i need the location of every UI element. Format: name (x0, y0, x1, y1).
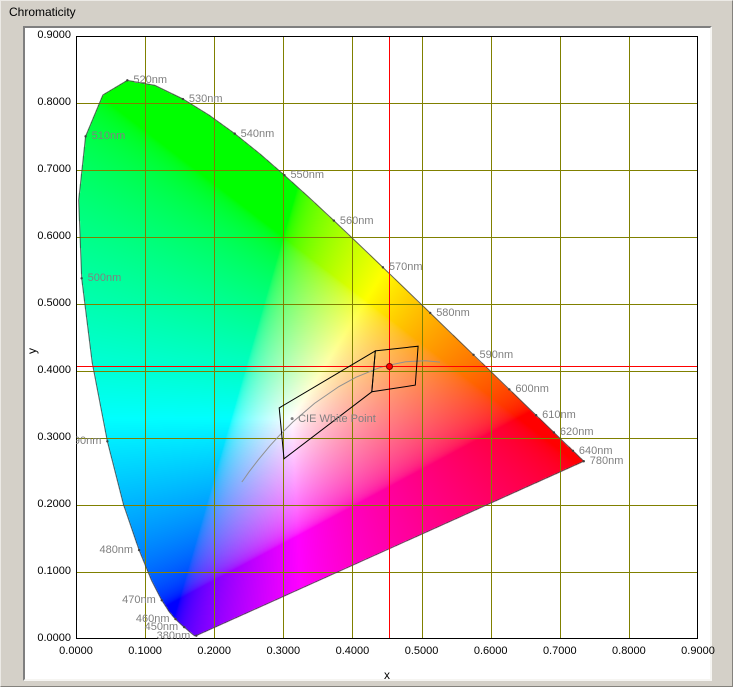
x-tick-label: 0.6000 (467, 645, 515, 658)
wavelength-tick-dot (382, 266, 384, 268)
white-point-marker (291, 417, 294, 420)
wavelength-tick-dot (508, 388, 510, 390)
wavelength-tick-dot (138, 549, 140, 551)
wavelength-tick-dot (472, 354, 474, 356)
planckian-locus-curve (242, 361, 440, 482)
chromaticity-bin (279, 351, 375, 459)
y-tick-label: 0.4000 (27, 364, 71, 377)
spectral-locus-outline (79, 80, 584, 635)
y-tick-label: 0.3000 (27, 431, 71, 444)
wavelength-tick-dot (80, 277, 82, 279)
y-tick-label: 0.1000 (27, 565, 71, 578)
chromaticity-window: Chromaticity y x 380nm450nm460nm470nm480… (0, 0, 733, 687)
window-title: Chromaticity (9, 5, 76, 19)
x-tick-label: 0.5000 (398, 645, 446, 658)
x-tick-label: 0.7000 (536, 645, 584, 658)
x-tick-label: 0.8000 (605, 645, 653, 658)
wavelength-tick-dot (283, 174, 285, 176)
wavelength-tick-dot (233, 132, 235, 134)
wavelength-tick-dot (535, 414, 537, 416)
y-tick-label: 0.7000 (27, 163, 71, 176)
wavelength-tick-dot (183, 626, 185, 628)
wavelength-tick-dot (182, 98, 184, 100)
y-tick-label: 0.0000 (27, 632, 71, 645)
wavelength-tick-dot (84, 135, 86, 137)
wavelength-tick-dot (429, 312, 431, 314)
measurement-point-marker (387, 364, 393, 370)
wavelength-tick-dot (553, 431, 555, 433)
chart-panel: y x 380nm450nm460nm470nm480nm490nm500nm5… (23, 26, 712, 681)
x-tick-label: 0.3000 (259, 645, 307, 658)
wavelength-tick-dot (333, 219, 335, 221)
x-tick-label: 0.1000 (121, 645, 169, 658)
x-tick-label: 0.2000 (190, 645, 238, 658)
wavelength-tick-dot (572, 450, 574, 452)
y-tick-label: 0.2000 (27, 498, 71, 511)
x-tick-label: 0.0000 (52, 645, 100, 658)
wavelength-tick-dot (106, 440, 108, 442)
wavelength-tick-dot (195, 634, 197, 636)
chromaticity-bin (372, 346, 418, 392)
plot-border (77, 37, 698, 639)
y-tick-label: 0.6000 (27, 230, 71, 243)
x-tick-label: 0.9000 (674, 645, 722, 658)
wavelength-tick-dot (583, 460, 585, 462)
y-tick-label: 0.5000 (27, 297, 71, 310)
y-tick-label: 0.8000 (27, 96, 71, 109)
wavelength-tick-dot (174, 618, 176, 620)
wavelength-tick-dot (161, 599, 163, 601)
wavelength-tick-dot (126, 79, 128, 81)
plot-area[interactable]: 380nm450nm460nm470nm480nm490nm500nm510nm… (76, 36, 698, 639)
y-axis-title: y (25, 348, 39, 354)
x-tick-label: 0.4000 (328, 645, 376, 658)
x-axis-title: x (363, 668, 411, 682)
y-tick-label: 0.9000 (27, 29, 71, 42)
plot-overlay-svg (76, 36, 698, 639)
